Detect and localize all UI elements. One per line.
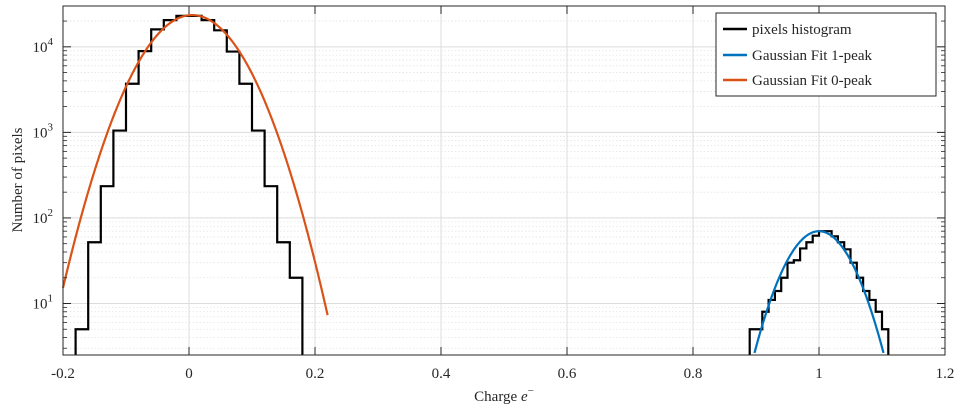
series-layer — [61, 13, 890, 355]
x-tick-labels: -0.2 0 0.2 0.4 0.6 0.8 1 1.2 — [51, 366, 954, 382]
x-tick-label: 0.6 — [558, 366, 577, 382]
plot-frame — [62, 5, 946, 356]
x-tick-label: 1.2 — [936, 366, 955, 382]
x-tick-label: -0.2 — [51, 366, 75, 382]
y-tick-label: 103 — [33, 121, 54, 141]
y-tick-labels: 101 102 103 104 — [33, 36, 54, 313]
y-tick-label: 101 — [33, 292, 54, 312]
x-tick-label: 0.2 — [306, 366, 325, 382]
gaussian-fit-1peak-line — [753, 230, 885, 354]
x-tick-label: 0.4 — [432, 366, 451, 382]
y-axis-label: Number of pixels — [10, 127, 26, 232]
x-tick-label: 0 — [185, 366, 193, 382]
legend-box — [715, 12, 937, 97]
y-tick-label: 102 — [33, 207, 54, 227]
legend-label-fit-1peak: Gaussian Fit 1-peak — [752, 48, 872, 64]
histogram-1peak — [748, 230, 890, 355]
ticks — [62, 5, 946, 355]
legend-label-histogram: pixels histogram — [752, 22, 852, 38]
x-axis-label: Charge e− — [474, 385, 534, 405]
y-tick-label: 104 — [33, 36, 54, 56]
x-tick-label: 0.8 — [684, 366, 703, 382]
legend: pixels histogram Gaussian Fit 1-peak Gau… — [715, 12, 937, 97]
gaussian-fit-0peak-line — [61, 13, 329, 316]
x-tick-label: 1 — [815, 366, 823, 382]
legend-label-fit-0peak: Gaussian Fit 0-peak — [752, 73, 872, 89]
